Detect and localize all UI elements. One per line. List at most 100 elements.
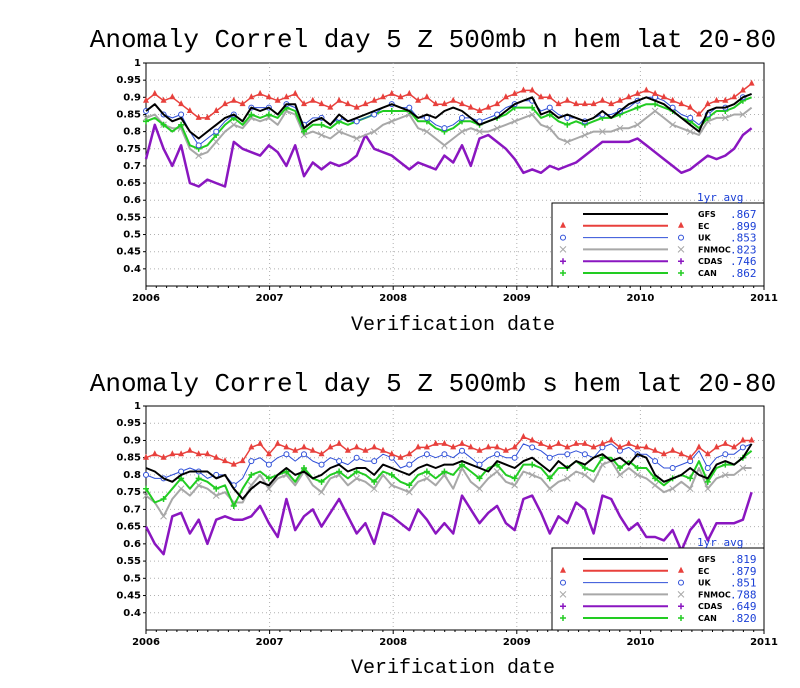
marker-circle bbox=[546, 104, 553, 111]
marker-cross bbox=[353, 475, 361, 482]
marker-triangle bbox=[731, 443, 738, 450]
marker-plus bbox=[143, 485, 149, 492]
marker-triangle bbox=[695, 443, 702, 450]
marker-plus bbox=[336, 468, 343, 475]
y-tick-label: 0.85 bbox=[116, 453, 141, 464]
marker-cross bbox=[423, 128, 431, 135]
marker-triangle bbox=[406, 89, 413, 96]
marker-triangle bbox=[458, 100, 465, 107]
legend-avg-value: .819 bbox=[730, 553, 757, 566]
marker-cross bbox=[616, 124, 624, 132]
marker-triangle bbox=[537, 93, 544, 100]
marker-triangle bbox=[151, 89, 158, 96]
marker-cross bbox=[528, 111, 536, 118]
legend-label: FNMOC bbox=[698, 245, 731, 254]
series-line-ec bbox=[145, 436, 752, 466]
marker-triangle bbox=[560, 221, 566, 228]
marker-triangle bbox=[634, 443, 641, 450]
marker-triangle bbox=[652, 446, 659, 453]
marker-plus bbox=[160, 496, 167, 503]
series-fnmoc bbox=[142, 106, 753, 159]
marker-triangle bbox=[625, 439, 632, 446]
marker-plus bbox=[371, 478, 378, 485]
marker-triangle bbox=[186, 446, 193, 453]
marker-plus bbox=[388, 108, 395, 115]
marker-triangle bbox=[151, 450, 158, 457]
marker-circle bbox=[687, 114, 694, 121]
marker-triangle bbox=[371, 96, 378, 103]
marker-triangle bbox=[309, 446, 316, 453]
marker-plus bbox=[581, 465, 588, 472]
marker-plus bbox=[406, 482, 413, 489]
marker-cross bbox=[739, 111, 747, 118]
marker-cross bbox=[563, 475, 571, 482]
marker-triangle bbox=[660, 450, 667, 457]
marker-triangle bbox=[722, 439, 729, 446]
marker-cross bbox=[651, 481, 659, 489]
marker-circle bbox=[371, 458, 378, 465]
marker-plus bbox=[265, 475, 272, 482]
series-line-fnmoc bbox=[145, 460, 752, 518]
marker-plus bbox=[195, 475, 202, 482]
marker-plus bbox=[353, 468, 360, 475]
marker-triangle bbox=[283, 443, 290, 450]
marker-plus bbox=[178, 121, 185, 128]
legend-entry-can: CAN .862 bbox=[560, 267, 757, 280]
y-tick-label: 0.4 bbox=[123, 264, 141, 275]
marker-circle bbox=[441, 125, 448, 132]
marker-triangle bbox=[344, 100, 351, 107]
marker-cross bbox=[493, 468, 501, 475]
series-ec bbox=[143, 433, 755, 467]
marker-triangle bbox=[160, 453, 167, 460]
x-tick-label: 2011 bbox=[750, 293, 778, 304]
marker-triangle bbox=[309, 96, 316, 103]
marker-cross bbox=[677, 591, 685, 598]
chart-panel-1: Anomaly Correl day 5 Z 500mb n hem lat 2… bbox=[90, 25, 778, 337]
marker-triangle bbox=[687, 453, 694, 460]
marker-plus bbox=[616, 465, 623, 472]
marker-triangle bbox=[669, 96, 676, 103]
marker-triangle bbox=[274, 439, 281, 446]
marker-triangle bbox=[564, 443, 571, 450]
marker-triangle bbox=[546, 443, 553, 450]
marker-triangle bbox=[581, 439, 588, 446]
marker-circle bbox=[283, 451, 290, 458]
y-tick-label: 0.75 bbox=[116, 144, 141, 155]
marker-plus bbox=[283, 468, 290, 475]
marker-plus bbox=[248, 471, 255, 478]
marker-triangle bbox=[143, 453, 149, 460]
marker-triangle bbox=[560, 566, 566, 573]
marker-triangle bbox=[221, 457, 228, 464]
legend-avg-value: .788 bbox=[730, 588, 757, 601]
y-tick-label: 0.95 bbox=[116, 418, 141, 429]
marker-triangle bbox=[529, 86, 536, 93]
legend-entry-gfs: GFS .867 bbox=[583, 208, 757, 221]
series-line-ec bbox=[145, 83, 753, 119]
marker-triangle bbox=[573, 100, 580, 107]
marker-plus bbox=[230, 502, 237, 509]
marker-triangle bbox=[178, 450, 185, 457]
marker-circle bbox=[213, 128, 220, 135]
marker-triangle bbox=[704, 100, 711, 107]
marker-triangle bbox=[678, 566, 684, 573]
marker-triangle bbox=[555, 100, 562, 107]
legend-label: CAN bbox=[698, 269, 717, 278]
y-tick-label: 0.8 bbox=[123, 127, 141, 138]
marker-triangle bbox=[581, 100, 588, 107]
marker-triangle bbox=[292, 446, 299, 453]
marker-cross bbox=[563, 138, 571, 146]
marker-cross bbox=[686, 128, 694, 135]
marker-triangle bbox=[660, 93, 667, 100]
marker-triangle bbox=[327, 443, 334, 450]
marker-triangle bbox=[318, 450, 325, 457]
series-line-cdas bbox=[144, 491, 753, 556]
marker-plus bbox=[213, 485, 220, 492]
marker-triangle bbox=[283, 93, 290, 100]
marker-cross bbox=[318, 488, 325, 496]
marker-triangle bbox=[678, 221, 684, 228]
marker-cross bbox=[388, 481, 396, 489]
series-gfs bbox=[145, 443, 753, 500]
marker-circle bbox=[560, 234, 566, 241]
marker-triangle bbox=[379, 446, 386, 453]
